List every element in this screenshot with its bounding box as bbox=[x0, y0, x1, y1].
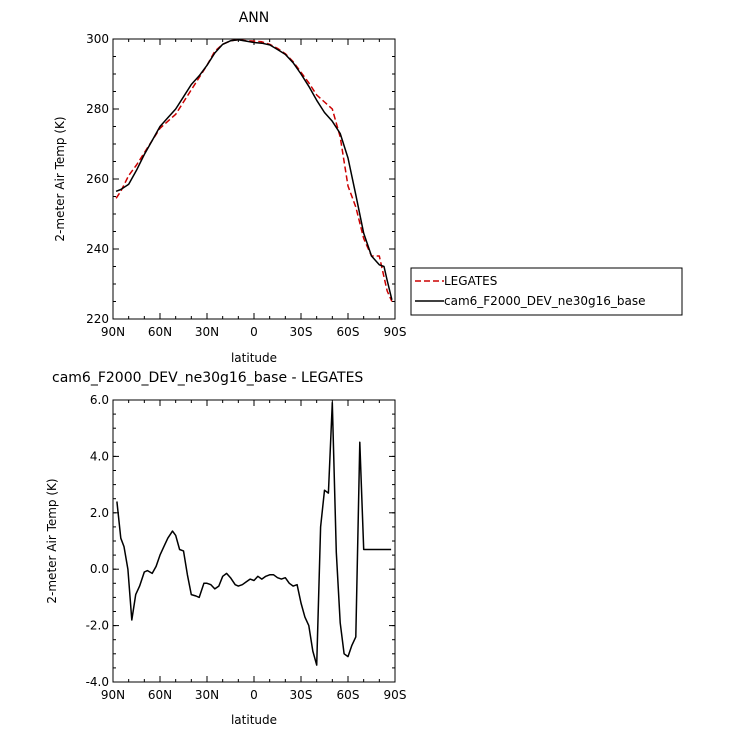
y-tick-label: 6.0 bbox=[90, 393, 109, 407]
x-tick-label: 60S bbox=[337, 325, 360, 339]
y-tick-label: -2.0 bbox=[86, 619, 109, 633]
y-tick-label: -4.0 bbox=[86, 675, 109, 689]
y-tick-label: 0.0 bbox=[90, 562, 109, 576]
x-tick-label: 90S bbox=[384, 325, 407, 339]
bottom-panel: cam6_F2000_DEV_ne30g16_base - LEGATES -4… bbox=[45, 370, 406, 727]
y-tick-label: 2.0 bbox=[90, 506, 109, 520]
y-tick-label: 260 bbox=[86, 172, 109, 186]
x-tick-label: 30N bbox=[195, 688, 219, 702]
x-tick-label: 0 bbox=[250, 688, 258, 702]
x-tick-label: 30S bbox=[290, 325, 313, 339]
y-tick-label: 240 bbox=[86, 242, 109, 256]
bottom-chart-title: cam6_F2000_DEV_ne30g16_base - LEGATES bbox=[52, 370, 363, 386]
x-tick-label: 60N bbox=[148, 688, 172, 702]
y-tick-label: 300 bbox=[86, 32, 109, 46]
bottom-x-axis-label: latitude bbox=[231, 713, 277, 727]
x-tick-label: 60S bbox=[337, 688, 360, 702]
bottom-y-axis-label: 2-meter Air Temp (K) bbox=[45, 478, 59, 603]
bottom-series-lines bbox=[116, 402, 392, 666]
x-tick-label: 90N bbox=[101, 325, 125, 339]
series-line-0 bbox=[116, 402, 392, 666]
x-tick-label: 60N bbox=[148, 325, 172, 339]
bottom-plot-frame bbox=[112, 399, 396, 683]
x-tick-label: 90N bbox=[101, 688, 125, 702]
x-tick-label: 90S bbox=[384, 688, 407, 702]
legend-label-model: cam6_F2000_DEV_ne30g16_base bbox=[444, 294, 646, 308]
y-tick-label: 4.0 bbox=[90, 449, 109, 463]
legend-box bbox=[410, 267, 683, 316]
bottom-y-ticks: -4.0 -2.0 0.0 2.0 4.0 6.0 bbox=[86, 393, 395, 689]
top-y-ticks: 220 240 260 280 300 bbox=[86, 32, 395, 326]
bottom-x-ticks: 90N 60N 30N 0 30S 60S 90S bbox=[101, 400, 407, 702]
top-series-lines bbox=[115, 38, 393, 302]
series-line-1 bbox=[115, 38, 393, 300]
legend: LEGATES cam6_F2000_DEV_ne30g16_base bbox=[410, 267, 683, 316]
top-x-axis-label: latitude bbox=[231, 351, 277, 365]
top-y-axis-label: 2-meter Air Temp (K) bbox=[53, 116, 67, 241]
top-chart-title: ANN bbox=[239, 10, 270, 26]
y-tick-label: 280 bbox=[86, 102, 109, 116]
x-tick-label: 30N bbox=[195, 325, 219, 339]
legend-label-legates: LEGATES bbox=[444, 274, 497, 288]
top-x-ticks: 90N 60N 30N 0 30S 60S 90S bbox=[101, 39, 407, 339]
x-tick-label: 30S bbox=[290, 688, 313, 702]
y-tick-label: 220 bbox=[86, 312, 109, 326]
series-line-0 bbox=[115, 38, 393, 302]
x-tick-label: 0 bbox=[250, 325, 258, 339]
